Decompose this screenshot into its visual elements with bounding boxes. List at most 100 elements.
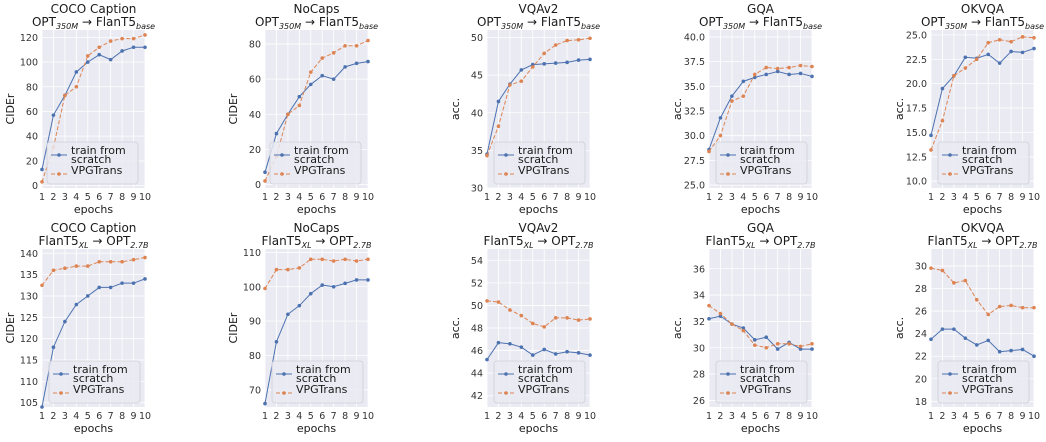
chart-2-series-train-from-scratch-line bbox=[264, 61, 369, 173]
chart-8-ytick-6: 54 bbox=[471, 256, 483, 267]
chart-4-ytick-2: 30.0 bbox=[684, 131, 705, 142]
chart-5-legend-train-from-scratch-label-line-2: scratch bbox=[962, 153, 1002, 166]
chart-10-xtick-1: 2 bbox=[939, 411, 945, 422]
chart-8-subtitle-source-sub: XL bbox=[523, 241, 534, 250]
chart-2-series-vpgtrans-point-8 bbox=[343, 44, 347, 48]
chart-6-xtick-7: 8 bbox=[119, 411, 125, 422]
chart-7-ytick-3: 100 bbox=[243, 282, 261, 293]
chart-3-series-train-from-scratch-line bbox=[486, 58, 591, 155]
chart-2-xtick-6: 7 bbox=[331, 192, 337, 203]
chart-8-ytick-2: 46 bbox=[471, 346, 483, 357]
chart-3-legend-train-from-scratch-label-line-2: scratch bbox=[518, 153, 558, 166]
chart-2-series-train-from-scratch-point-9 bbox=[354, 61, 359, 66]
chart-3-series-train-from-scratch-point-7 bbox=[553, 61, 558, 65]
chart-9-ytick-0: 26 bbox=[693, 396, 705, 407]
chart-1-xtick-1: 2 bbox=[50, 192, 56, 203]
chart-1-xtick-5: 6 bbox=[96, 192, 102, 203]
chart-7-series-train-from-scratch-point-3 bbox=[286, 312, 290, 317]
chart-2-ytick-3: 60 bbox=[249, 75, 261, 86]
chart-2-series-vpgtrans-point-3 bbox=[286, 112, 290, 117]
chart-10-series-vpgtrans-line bbox=[930, 267, 1034, 316]
chart-5-series-train-from-scratch-line bbox=[930, 48, 1035, 136]
chart-8-xtick-9: 10 bbox=[584, 411, 596, 422]
chart-2-title: NoCaps bbox=[294, 2, 340, 16]
chart-9-xtick-7: 8 bbox=[786, 411, 792, 422]
chart-2-series-vpgtrans-point-7 bbox=[331, 51, 336, 55]
chart-10-legend-train-from-scratch-label-line-2: scratch bbox=[962, 372, 1002, 385]
chart-6-subtitle-target-sub: 2.7B bbox=[130, 241, 148, 250]
chart-10-series-vpgtrans-point-8 bbox=[1009, 303, 1013, 308]
chart-2-ytick-4: 80 bbox=[249, 40, 261, 51]
chart-3-subtitle-arrow: → bbox=[523, 15, 541, 29]
chart-9-series-train-from-scratch-point-4 bbox=[741, 326, 746, 330]
chart-5-series-train-from-scratch-point-2 bbox=[940, 86, 945, 91]
chart-6-series-train-from-scratch-point-10 bbox=[143, 277, 147, 281]
chart-2-series-train-from-scratch-point-10 bbox=[366, 59, 370, 64]
chart-2-xtick-4: 5 bbox=[308, 192, 314, 203]
chart-3-subtitle-target: FlanT5 bbox=[541, 15, 581, 29]
chart-2-series-vpgtrans-point-10 bbox=[366, 38, 370, 43]
chart-1-ylabel: CIDEr bbox=[4, 93, 17, 124]
chart-7-xtick-3: 4 bbox=[296, 411, 302, 422]
chart-1-xtick-6: 7 bbox=[108, 192, 114, 203]
chart-4: 25.0 27.5 30.0 32.5 35.0 37.5 40.0 1 2 3 4 5 6 7 8 9 10 e… bbox=[671, 2, 822, 216]
chart-7-xtick-2: 3 bbox=[285, 411, 291, 422]
chart-4-series-vpgtrans-point-5 bbox=[752, 72, 757, 77]
chart-10-xtick-5: 6 bbox=[985, 411, 991, 422]
chart-10-series-train-from-scratch-point-9 bbox=[1020, 347, 1025, 352]
chart-4-series-train-from-scratch-point-6 bbox=[764, 72, 769, 77]
chart-8-subtitle-target-sub: 2.7B bbox=[575, 241, 593, 250]
chart-3-legend-train-from-scratch-label: train from scratch bbox=[518, 144, 573, 166]
chart-10-series-train-from-scratch-point-6 bbox=[986, 338, 991, 343]
chart-5-series-vpgtrans-point-10 bbox=[1032, 36, 1036, 40]
chart-8-xtick-6: 7 bbox=[553, 411, 559, 422]
chart-4-ylabel: acc. bbox=[671, 98, 684, 120]
chart-10-ytick-2: 22 bbox=[915, 352, 927, 363]
chart-5-ytick-5: 22.5 bbox=[906, 55, 927, 66]
chart-1-ytick-1: 20 bbox=[26, 156, 38, 167]
chart-1-legend-vpgtrans-label: VPGTrans bbox=[71, 164, 123, 177]
chart-1-series-vpgtrans-point-8 bbox=[120, 36, 124, 41]
chart-9-series-train-from-scratch-point-7 bbox=[775, 347, 780, 351]
chart-3-ytick-0: 30 bbox=[471, 184, 483, 195]
chart-10-series-train-from-scratch-point-10 bbox=[1032, 354, 1036, 359]
chart-10-xtick-9: 10 bbox=[1028, 411, 1040, 422]
chart-10-series-vpgtrans-point-4 bbox=[963, 278, 968, 283]
chart-8-subtitle-arrow: → bbox=[534, 234, 552, 248]
chart-3-series-train-from-scratch-point-10 bbox=[588, 57, 592, 62]
chart-3-legend-vpgtrans-marker bbox=[504, 172, 508, 176]
chart-4-subtitle-target-sub: base bbox=[803, 22, 822, 31]
chart-6-xtick-5: 6 bbox=[96, 411, 102, 422]
chart-2-series-vpgtrans-line bbox=[264, 40, 369, 182]
chart-6-legend-train-from-scratch-label-line-2: scratch bbox=[73, 372, 113, 385]
chart-8-ytick-0: 42 bbox=[471, 391, 483, 402]
chart-1-subtitle-arrow: → bbox=[78, 15, 96, 29]
chart-5-series-train-from-scratch-point-6 bbox=[986, 52, 991, 57]
chart-7-series-vpgtrans-point-4 bbox=[297, 266, 302, 270]
chart-5-legend-train-from-scratch-label: train from scratch bbox=[962, 144, 1017, 166]
chart-4-legend-vpgtrans-label-line-1: VPGTrans bbox=[740, 164, 792, 177]
chart-6-legend-vpgtrans-label: VPGTrans bbox=[73, 383, 125, 396]
chart-7-legend-train-from-scratch-marker bbox=[282, 372, 286, 376]
chart-1-legend-train-from-scratch-marker bbox=[57, 153, 61, 157]
chart-2-subtitle-arrow: → bbox=[301, 15, 319, 29]
chart-8-legend-train-from-scratch-label: train from scratch bbox=[518, 363, 573, 385]
chart-5-legend-box bbox=[937, 141, 1030, 185]
chart-6-subtitle-arrow: → bbox=[89, 234, 107, 248]
chart-2-xtick-5: 6 bbox=[319, 192, 325, 203]
chart-1-ytick-4: 80 bbox=[26, 82, 38, 93]
chart-3-series-vpgtrans-point-10 bbox=[588, 36, 592, 41]
chart-5-series-vpgtrans-point-6 bbox=[986, 40, 991, 45]
chart-5-xtick-8: 9 bbox=[1020, 192, 1026, 203]
chart-10-subtitle: FlanT5XL → OPT2.7B bbox=[927, 234, 1037, 250]
chart-3-xtick-9: 10 bbox=[584, 192, 596, 203]
chart-2-subtitle: OPT350M → FlanT5base bbox=[255, 15, 378, 31]
chart-4-xtick-6: 7 bbox=[775, 192, 781, 203]
chart-8-ylabel: acc. bbox=[449, 317, 462, 339]
chart-7-xtick-6: 7 bbox=[331, 411, 337, 422]
chart-6-ytick-2: 115 bbox=[20, 356, 38, 367]
chart-8-xlabel: epochs bbox=[519, 422, 558, 435]
chart-6-series-vpgtrans-point-2 bbox=[51, 268, 56, 273]
chart-3-series-train-from-scratch-point-6 bbox=[542, 62, 547, 66]
